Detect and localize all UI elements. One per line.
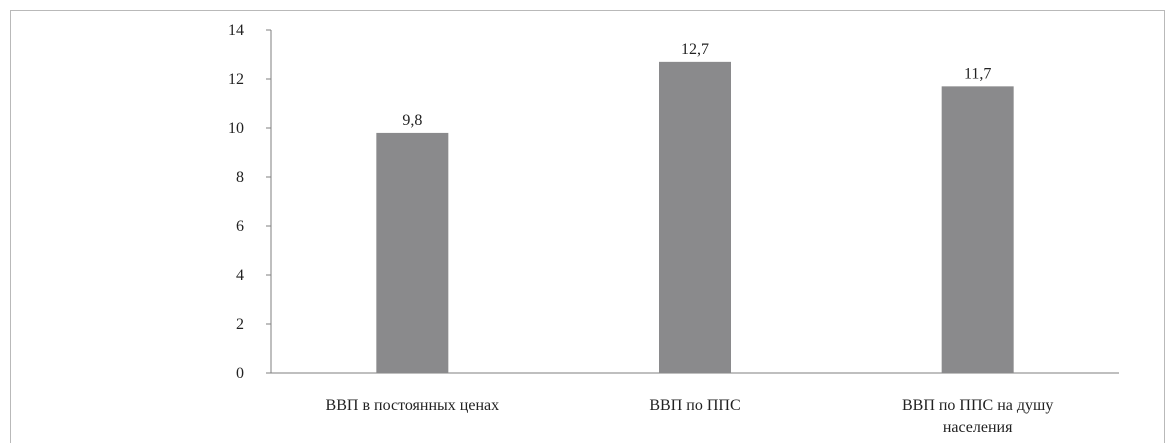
y-tick-label: 6 (236, 218, 244, 235)
y-tick-label: 2 (236, 316, 244, 333)
x-tick-label: ВВП по ППС (649, 397, 740, 414)
chart-frame (10, 10, 1165, 443)
y-tick-label: 8 (236, 169, 244, 186)
bar (941, 86, 1014, 373)
x-axis-labels: ВВП в постоянных ценах ВВП по ППС ВВП по П… (326, 397, 1054, 436)
data-labels: 9,8 12,7 11,7 (402, 41, 991, 129)
x-tick-label: ВВП в постоянных ценах (326, 397, 500, 414)
x-tick-label: ВВП по ППС на душу (902, 397, 1053, 414)
y-tick-label: 10 (228, 120, 244, 137)
y-tick-label: 4 (236, 267, 244, 284)
y-tick-label: 14 (228, 22, 244, 39)
bar (376, 132, 449, 373)
x-tick-label: населения (943, 419, 1013, 436)
data-label: 9,8 (402, 112, 422, 129)
data-label: 11,7 (964, 65, 991, 82)
bar (659, 61, 731, 373)
y-tick-label: 0 (236, 365, 244, 382)
y-axis-ticks: 0 2 4 6 8 10 12 14 (228, 22, 271, 382)
y-tick-label: 12 (228, 71, 244, 88)
chart-bars (376, 61, 1014, 373)
data-label: 12,7 (681, 41, 709, 58)
